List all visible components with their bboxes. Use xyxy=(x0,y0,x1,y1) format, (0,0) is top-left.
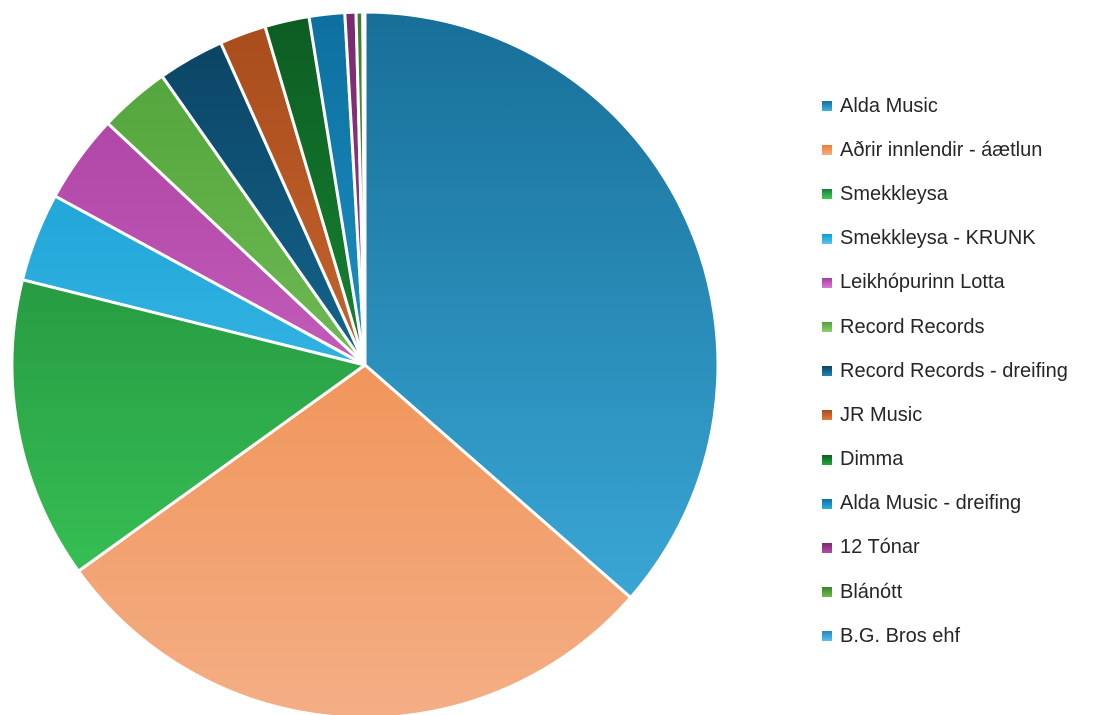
legend-label: Aðrir innlendir - áætlun xyxy=(840,138,1043,161)
legend-swatch xyxy=(822,145,832,156)
legend-label: Leikhópurinn Lotta xyxy=(840,271,1005,294)
legend-item: Leikhópurinn Lotta xyxy=(822,261,1068,305)
legend-swatch xyxy=(822,454,832,465)
slice-0-alda-music xyxy=(363,10,720,600)
legend-swatch xyxy=(822,498,832,509)
legend-item: JR Music xyxy=(822,393,1068,437)
legend-label: JR Music xyxy=(840,403,923,426)
legend-label: Smekkleysa xyxy=(840,182,948,205)
legend-item: Smekkleysa xyxy=(822,172,1068,216)
legend-item: 12 Tónar xyxy=(822,526,1068,570)
legend-swatch xyxy=(822,542,832,553)
legend-swatch xyxy=(822,189,832,200)
legend-swatch xyxy=(822,410,832,421)
legend-label: B.G. Bros ehf xyxy=(840,624,961,647)
legend-item: Alda Music - dreifing xyxy=(822,482,1068,526)
legend-item: B.G. Bros ehf xyxy=(822,614,1068,658)
slice-1-adrir-innlendir-aaetlun xyxy=(76,363,633,715)
legend-label: Record Records - dreifing xyxy=(840,359,1068,382)
legend-label: Blánótt xyxy=(840,580,903,603)
legend-swatch xyxy=(822,233,832,244)
legend-item: Dimma xyxy=(822,438,1068,482)
legend-label: Record Records xyxy=(840,315,985,338)
legend-swatch xyxy=(822,587,832,598)
legend-label: Alda Music xyxy=(840,94,938,117)
pie-chart xyxy=(10,10,720,715)
legend-swatch xyxy=(822,322,832,333)
pie-slices xyxy=(10,10,720,715)
legend-item: Record Records xyxy=(822,305,1068,349)
legend-label: Alda Music - dreifing xyxy=(840,492,1022,515)
legend-item: Record Records - dreifing xyxy=(822,349,1068,393)
legend-item: Smekkleysa - KRUNK xyxy=(822,217,1068,261)
legend-label: 12 Tónar xyxy=(840,536,920,559)
slice-12-b-g-bros-ehf xyxy=(361,10,367,367)
legend-swatch xyxy=(822,631,832,642)
legend-swatch xyxy=(822,101,832,112)
legend-label: Smekkleysa - KRUNK xyxy=(840,227,1036,250)
legend-item: Alda Music xyxy=(822,84,1068,128)
legend-swatch xyxy=(822,366,832,377)
slice-2-smekkleysa xyxy=(10,278,367,573)
legend-swatch xyxy=(822,277,832,288)
legend-item: Blánótt xyxy=(822,570,1068,614)
legend-item: Aðrir innlendir - áætlun xyxy=(822,128,1068,172)
legend-label: Dimma xyxy=(840,448,904,471)
legend: Alda Music Aðrir innlendir - áætlun Smekkl… xyxy=(822,84,1068,658)
